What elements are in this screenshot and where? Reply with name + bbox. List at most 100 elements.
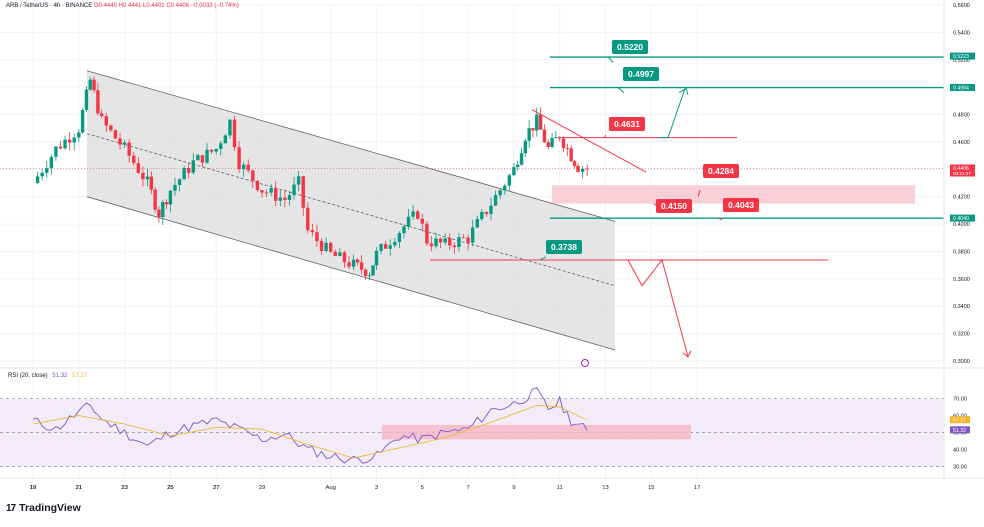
candle[interactable] xyxy=(136,163,141,173)
rsi-line[interactable] xyxy=(32,386,588,464)
candle[interactable] xyxy=(493,195,498,206)
candle[interactable] xyxy=(35,176,40,183)
price-axis-tag[interactable] xyxy=(950,164,975,177)
candle[interactable] xyxy=(489,205,493,214)
candle[interactable] xyxy=(434,238,438,247)
candle[interactable] xyxy=(127,142,131,156)
candle[interactable] xyxy=(512,167,516,176)
candle[interactable] xyxy=(88,79,92,90)
candle[interactable] xyxy=(67,139,72,143)
candle[interactable] xyxy=(546,142,550,147)
candle[interactable] xyxy=(507,175,512,186)
candle[interactable] xyxy=(182,167,186,180)
candle[interactable] xyxy=(255,180,260,191)
candle[interactable] xyxy=(141,172,145,180)
candle[interactable] xyxy=(452,245,457,248)
candle[interactable] xyxy=(246,164,250,171)
candle[interactable] xyxy=(347,262,351,267)
candle[interactable] xyxy=(572,161,577,166)
candle[interactable] xyxy=(351,259,356,267)
candle[interactable] xyxy=(411,211,415,217)
candle[interactable] xyxy=(164,202,169,205)
candle[interactable] xyxy=(40,172,44,177)
candle[interactable] xyxy=(241,164,246,170)
level-callout[interactable]: 0.4150 xyxy=(656,198,692,213)
candle[interactable] xyxy=(45,168,49,173)
candle[interactable] xyxy=(122,142,127,145)
candle[interactable] xyxy=(523,140,528,154)
candle[interactable] xyxy=(338,252,342,257)
candle[interactable] xyxy=(77,132,81,138)
price-axis-tag[interactable] xyxy=(950,214,975,222)
candle[interactable] xyxy=(580,168,585,172)
price-axis-tag[interactable] xyxy=(950,52,975,60)
candle[interactable] xyxy=(109,125,113,131)
candle[interactable] xyxy=(84,89,89,110)
candle[interactable] xyxy=(264,192,269,194)
candle[interactable] xyxy=(416,211,420,219)
candle[interactable] xyxy=(367,275,372,277)
candle[interactable] xyxy=(177,179,182,185)
candle[interactable] xyxy=(306,207,310,231)
candle[interactable] xyxy=(63,139,67,149)
candle[interactable] xyxy=(228,119,232,136)
candle[interactable] xyxy=(503,185,507,191)
candle[interactable] xyxy=(329,242,333,252)
candle[interactable] xyxy=(104,116,108,126)
candle[interactable] xyxy=(161,202,165,218)
level-callout[interactable]: 0.4631 xyxy=(609,116,645,131)
price-axis-tag[interactable] xyxy=(950,83,975,91)
candle[interactable] xyxy=(470,227,475,243)
rsi-value-tag[interactable] xyxy=(950,416,970,424)
candle[interactable] xyxy=(237,147,241,170)
candle[interactable] xyxy=(429,243,434,247)
candle[interactable] xyxy=(200,155,205,163)
candle[interactable] xyxy=(554,137,558,139)
bearish-projection-path[interactable] xyxy=(627,258,689,358)
candle[interactable] xyxy=(168,190,173,205)
candle[interactable] xyxy=(420,218,424,224)
candle[interactable] xyxy=(374,250,379,266)
candle[interactable] xyxy=(448,238,452,246)
candle[interactable] xyxy=(535,114,539,131)
candle[interactable] xyxy=(283,197,287,201)
supply-zone[interactable] xyxy=(552,185,915,204)
candle[interactable] xyxy=(565,147,570,149)
candle[interactable] xyxy=(371,265,375,276)
candle[interactable] xyxy=(100,113,104,117)
rsi-zone[interactable] xyxy=(382,424,691,440)
candle[interactable] xyxy=(531,128,535,131)
candle[interactable] xyxy=(516,164,520,168)
candle[interactable] xyxy=(363,269,368,276)
candle[interactable] xyxy=(209,149,214,152)
channel-upper-line[interactable] xyxy=(86,70,616,222)
candle[interactable] xyxy=(333,251,337,257)
candle[interactable] xyxy=(397,233,402,243)
candle[interactable] xyxy=(425,223,429,244)
candle[interactable] xyxy=(538,114,543,130)
tradingview-logo[interactable]: 17 TradingView xyxy=(6,502,81,514)
candle[interactable] xyxy=(406,216,411,227)
candle[interactable] xyxy=(260,190,264,193)
candle[interactable] xyxy=(519,153,524,165)
candle[interactable] xyxy=(58,146,63,149)
candle[interactable] xyxy=(379,244,383,251)
candle[interactable] xyxy=(561,138,566,148)
level-callout[interactable]: 0.5220 xyxy=(612,40,648,55)
candle[interactable] xyxy=(149,176,154,190)
candle[interactable] xyxy=(480,211,484,220)
candle[interactable] xyxy=(157,209,161,218)
candle[interactable] xyxy=(550,138,554,147)
candle[interactable] xyxy=(319,241,324,252)
descending-trendline[interactable] xyxy=(531,109,647,173)
candle[interactable] xyxy=(214,148,218,152)
rsi-value-tag[interactable] xyxy=(950,426,970,434)
candle[interactable] xyxy=(191,160,195,173)
candle[interactable] xyxy=(475,219,479,228)
candle[interactable] xyxy=(232,119,237,148)
candle[interactable] xyxy=(301,176,305,208)
candle[interactable] xyxy=(359,262,364,270)
candle[interactable] xyxy=(292,184,296,196)
channel-lower-line[interactable] xyxy=(86,196,616,351)
candle[interactable] xyxy=(466,237,470,243)
